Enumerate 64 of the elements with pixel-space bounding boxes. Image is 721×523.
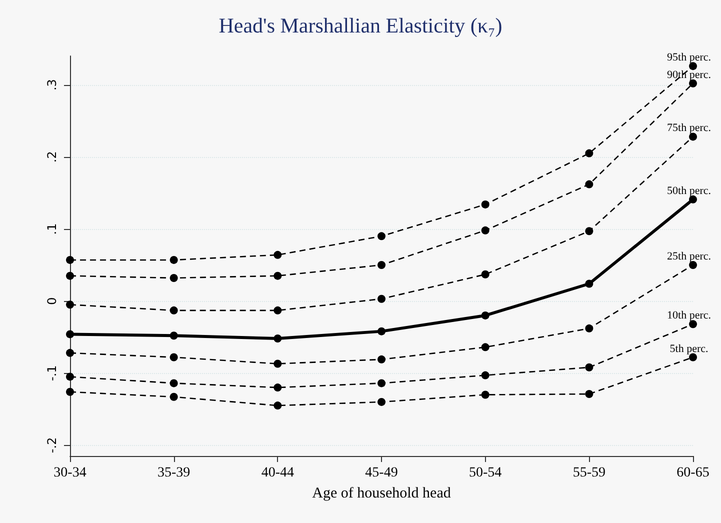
chart-title: Head's Marshallian Elasticity (κ₇) (218, 14, 502, 38)
point (378, 294, 386, 303)
y-tick-label: .2 (45, 151, 59, 163)
point (481, 371, 490, 380)
point (274, 272, 282, 280)
series-label: 5th perc. (670, 342, 708, 355)
point (170, 392, 178, 401)
point (66, 330, 74, 338)
point (585, 363, 594, 372)
point (378, 398, 386, 406)
point (274, 250, 282, 259)
point (481, 343, 490, 352)
point (66, 300, 74, 309)
x-tick-label: 50-54 (468, 466, 502, 480)
point (170, 353, 178, 362)
point (170, 256, 178, 264)
series-label: 25th perc. (667, 250, 712, 263)
series-label: 10th perc. (667, 310, 712, 322)
x-tick-label: 40-44 (261, 466, 294, 480)
x-tick-label: 35-39 (157, 466, 190, 480)
point (585, 324, 594, 332)
point (378, 379, 386, 388)
point (274, 402, 282, 410)
x-tick-label: 55-59 (572, 466, 606, 480)
point (585, 280, 594, 288)
point (66, 348, 74, 357)
point (585, 227, 594, 236)
x-tick-label: 30-34 (54, 466, 86, 480)
point (378, 232, 386, 240)
y-tick-label: -.2 (45, 437, 59, 454)
point (585, 390, 594, 398)
point (481, 200, 490, 208)
point (274, 334, 282, 343)
point (481, 390, 490, 399)
point (378, 355, 386, 364)
point (481, 311, 490, 320)
point (170, 274, 178, 282)
series-label: 50th perc. (667, 184, 712, 197)
series-label: 95th perc. (667, 52, 712, 64)
y-tick-label: .1 (45, 223, 59, 235)
series-label: 75th perc. (667, 122, 712, 134)
point (66, 388, 74, 396)
point (378, 261, 386, 270)
point (481, 226, 490, 234)
point (378, 327, 386, 336)
x-tick-label: 60-65 (676, 466, 710, 480)
series-label: 90th perc. (667, 68, 712, 81)
point (585, 180, 594, 188)
y-tick-label: 0 (45, 297, 59, 305)
y-tick-label: -.1 (45, 365, 59, 382)
x-tick-label: 45-49 (365, 466, 398, 480)
point (170, 379, 178, 388)
point (66, 272, 74, 280)
point (274, 384, 282, 392)
x-axis-title: Age of household head (312, 486, 452, 502)
point (170, 332, 178, 340)
point (66, 256, 74, 264)
point (274, 360, 282, 368)
point (66, 372, 74, 381)
point (274, 306, 282, 314)
point (481, 270, 490, 278)
point (170, 306, 178, 314)
point (585, 149, 594, 158)
y-tick-label: .3 (45, 79, 59, 91)
